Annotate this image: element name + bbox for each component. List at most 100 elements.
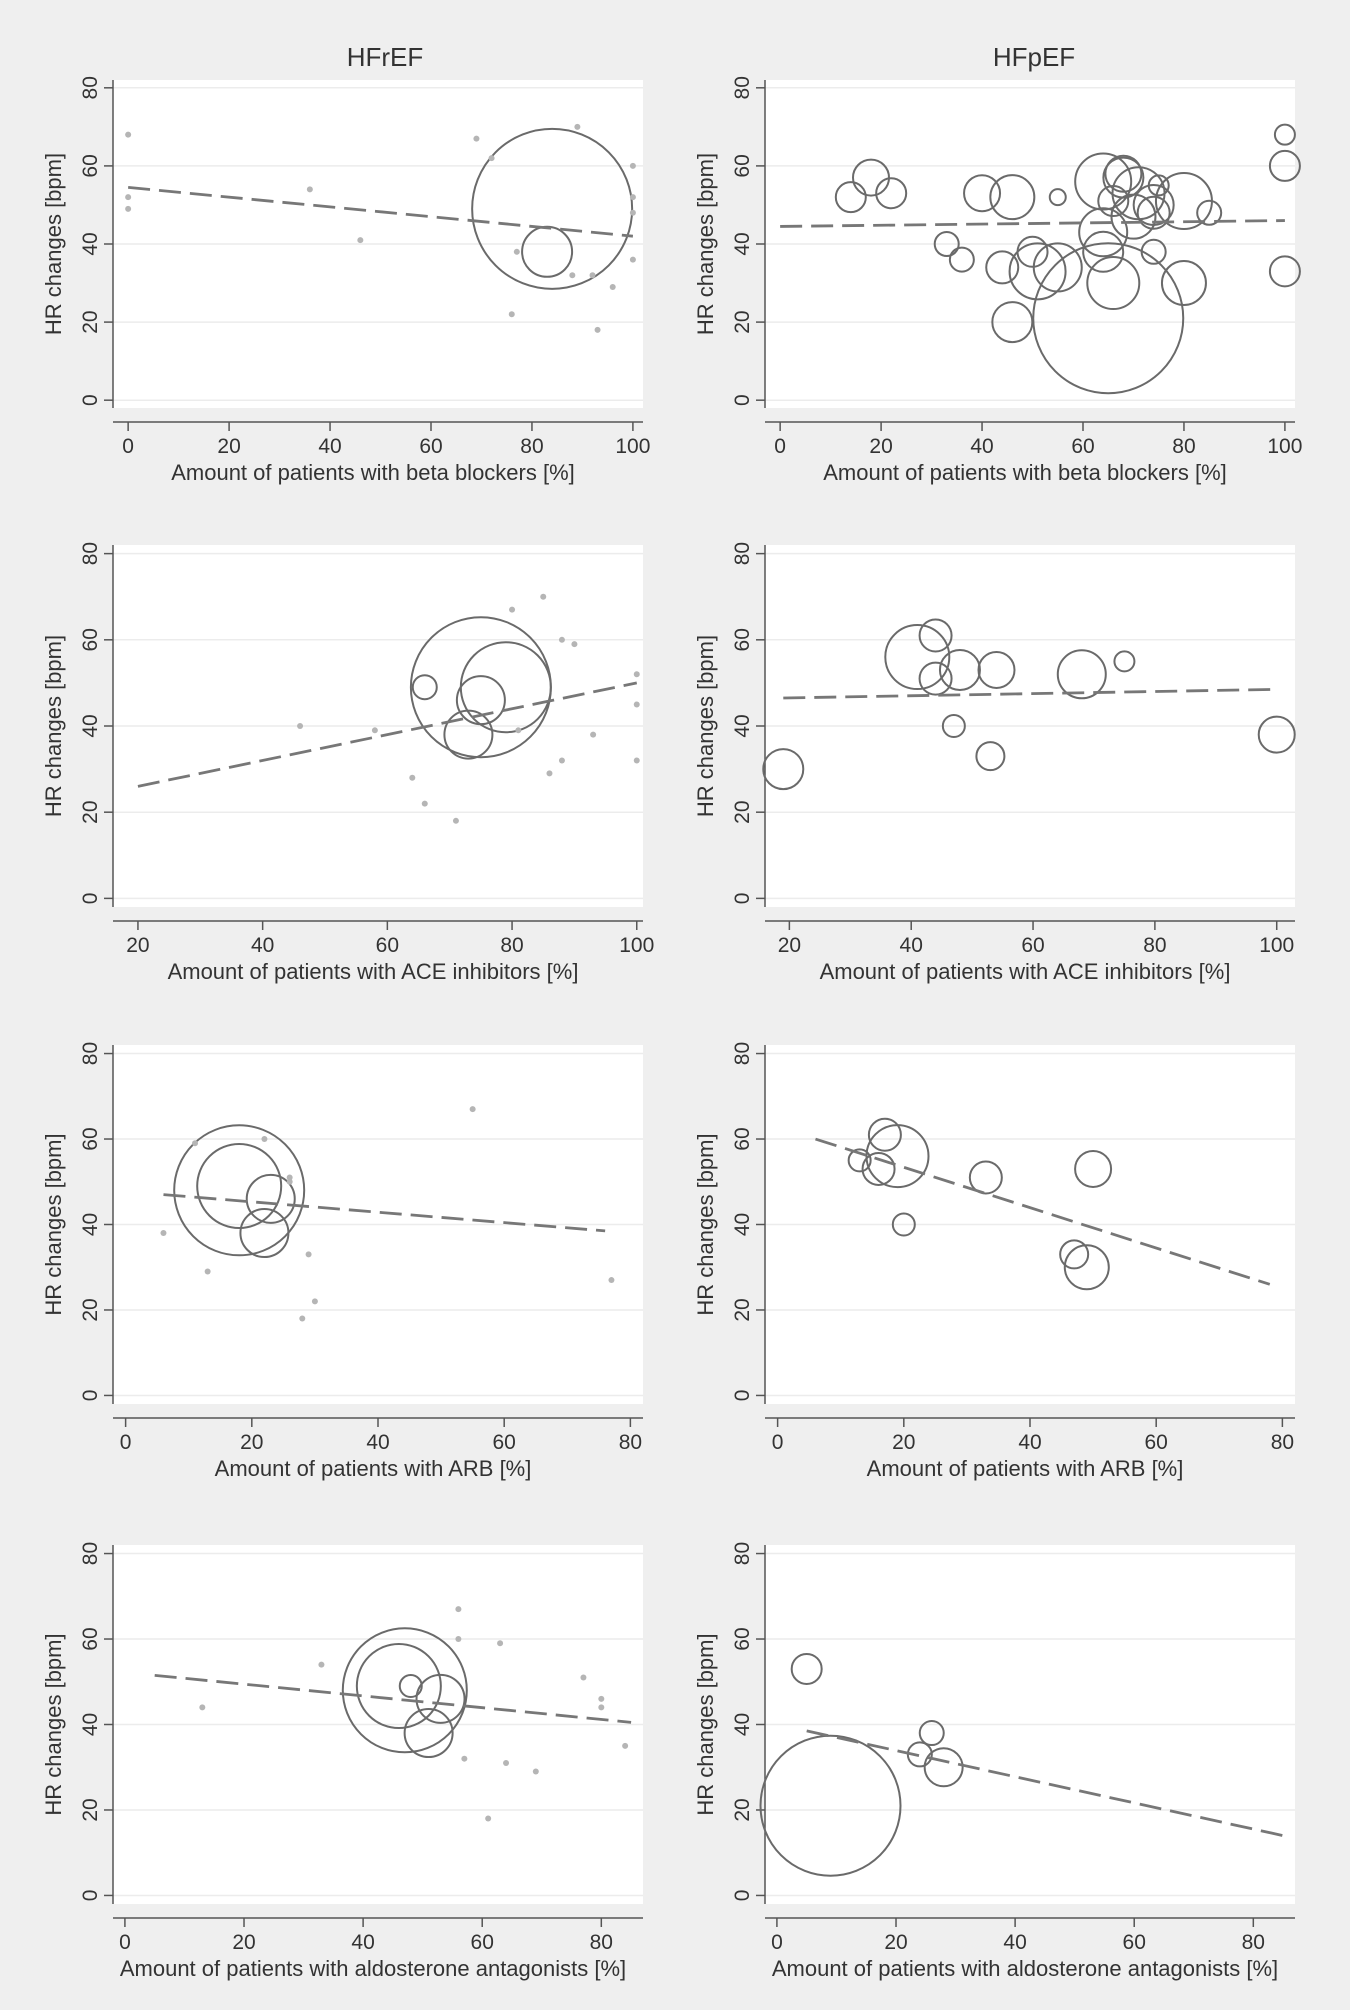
data-point — [991, 301, 1034, 344]
data-point — [173, 1124, 306, 1257]
y-tick-label: 40 — [731, 714, 754, 737]
y-tick-label: 0 — [731, 1890, 754, 1902]
data-point — [629, 209, 636, 216]
x-tick-label: 0 — [771, 1931, 783, 1954]
data-point — [469, 1106, 476, 1113]
data-point — [861, 1151, 896, 1186]
x-tick-label: 0 — [120, 1431, 132, 1454]
x-tick-label: 80 — [1172, 435, 1195, 458]
x-tick-label: 100 — [1259, 934, 1294, 957]
panel-2: 0 20 40 60 80 0 20 40 60 80 100 Amount of patients … — [693, 76, 1302, 485]
y-tick-label: 80 — [731, 1042, 754, 1065]
data-point — [834, 181, 867, 214]
data-point — [1268, 255, 1301, 288]
data-point — [160, 1230, 167, 1237]
data-point — [759, 1734, 902, 1877]
data-point — [938, 648, 981, 691]
data-point — [471, 127, 634, 290]
x-tick-label: 20 — [217, 435, 240, 458]
data-point — [286, 1174, 293, 1181]
x-tick-label: 60 — [493, 1431, 516, 1454]
data-point — [633, 757, 640, 764]
data-point — [590, 731, 597, 738]
x-axis-label: Amount of patients with ARB [%] — [215, 1456, 532, 1481]
x-tick-label: 0 — [774, 435, 786, 458]
data-point — [455, 675, 506, 726]
data-point — [1074, 1149, 1113, 1188]
data-point — [918, 661, 953, 696]
data-point — [558, 757, 565, 764]
data-point — [891, 1212, 916, 1237]
x-tick-label: 80 — [1143, 934, 1166, 957]
data-point — [948, 246, 975, 273]
data-point — [409, 774, 416, 781]
y-tick-label: 60 — [731, 1627, 754, 1650]
y-axis-label: HR changes [bpm] — [41, 1133, 66, 1315]
y-tick-label: 40 — [79, 232, 102, 255]
fit-line — [128, 185, 634, 238]
fit-line — [137, 681, 638, 788]
panel-6: 0 20 40 60 80 0 20 40 60 80 Amount of patients wit… — [693, 1042, 1295, 1481]
y-axis-label: HR changes [bpm] — [693, 635, 718, 817]
data-point — [509, 606, 516, 613]
y-tick-label: 0 — [731, 1390, 754, 1402]
y-axis-label: HR changes [bpm] — [41, 635, 66, 817]
data-point — [355, 1643, 442, 1730]
panel-3: 0 20 40 60 80 20 40 60 80 100 Amount of patients w… — [41, 542, 654, 984]
y-tick-label: 80 — [731, 1542, 754, 1565]
data-point — [633, 671, 640, 678]
y-tick-label: 20 — [731, 801, 754, 824]
y-tick-label: 20 — [731, 310, 754, 333]
x-tick-label: 40 — [366, 1431, 389, 1454]
data-point — [540, 593, 547, 600]
x-tick-label: 20 — [892, 1431, 915, 1454]
data-point — [594, 326, 601, 333]
data-point — [297, 723, 304, 729]
fit-line — [783, 687, 1277, 700]
data-point — [455, 1636, 462, 1643]
data-point — [488, 155, 495, 162]
data-point — [305, 1251, 312, 1258]
x-tick-label: 0 — [119, 1931, 131, 1954]
data-point — [629, 256, 636, 263]
data-point — [884, 624, 951, 691]
y-tick-label: 40 — [79, 714, 102, 737]
x-tick-label: 0 — [772, 1431, 784, 1454]
data-point — [485, 1815, 492, 1822]
data-point — [1110, 193, 1157, 240]
data-point — [403, 1708, 454, 1759]
y-tick-label: 0 — [79, 394, 102, 406]
data-point — [199, 1704, 206, 1711]
data-point — [609, 283, 616, 290]
x-tick-label: 100 — [619, 934, 654, 957]
data-point — [569, 272, 576, 279]
data-point — [977, 650, 1016, 689]
data-point — [415, 1673, 466, 1724]
data-point — [192, 1140, 199, 1147]
data-point — [865, 1124, 930, 1189]
data-point — [867, 1117, 902, 1152]
data-point — [1063, 1244, 1110, 1291]
x-axis-label: Amount of patients with beta blockers [%… — [171, 460, 575, 485]
data-point — [968, 1160, 1003, 1195]
y-tick-label: 80 — [79, 76, 102, 99]
x-tick-label: 60 — [419, 435, 442, 458]
column-title-hfpef: HFpEF — [993, 42, 1075, 72]
x-tick-label: 40 — [351, 1931, 374, 1954]
data-point — [923, 1747, 964, 1788]
data-point — [608, 1277, 615, 1284]
x-tick-label: 80 — [1242, 1931, 1265, 1954]
x-axis-label: Amount of patients with ARB [%] — [867, 1456, 1184, 1481]
x-tick-label: 20 — [240, 1431, 263, 1454]
data-point — [762, 748, 805, 791]
data-point — [918, 618, 953, 653]
x-tick-label: 40 — [251, 934, 274, 957]
data-point — [580, 1674, 587, 1681]
x-tick-label: 60 — [376, 934, 399, 957]
data-point — [1059, 1239, 1090, 1270]
data-point — [286, 1178, 293, 1185]
data-point — [1082, 230, 1125, 273]
y-tick-label: 0 — [79, 893, 102, 905]
x-tick-label: 60 — [1145, 1431, 1168, 1454]
data-point — [574, 123, 581, 130]
